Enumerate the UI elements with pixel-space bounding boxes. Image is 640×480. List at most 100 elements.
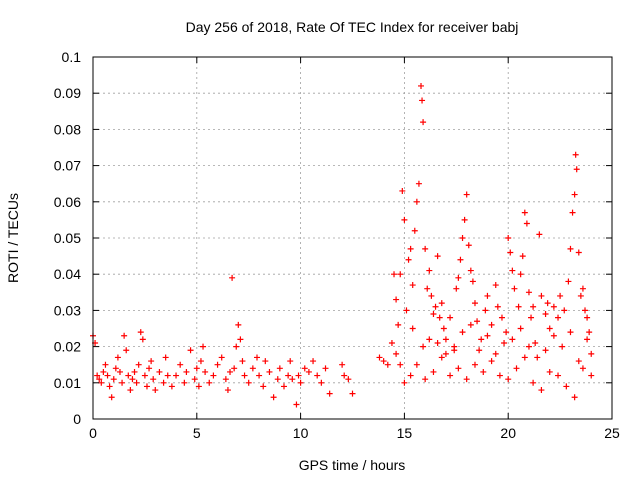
data-point	[108, 394, 115, 401]
y-tick-label: 0.03	[54, 302, 81, 318]
data-point	[517, 325, 524, 332]
data-point	[318, 379, 325, 386]
chart-title: Day 256 of 2018, Rate Of TEC Index for r…	[186, 19, 519, 35]
data-point	[339, 361, 346, 368]
axis-ticks	[92, 56, 613, 420]
data-point	[455, 365, 462, 372]
data-point	[401, 379, 408, 386]
data-point	[501, 339, 508, 346]
data-point	[465, 242, 472, 249]
data-point	[550, 303, 557, 310]
data-point	[530, 379, 537, 386]
data-point	[415, 180, 422, 187]
data-point	[428, 292, 435, 299]
data-point	[542, 311, 549, 318]
data-point	[513, 365, 520, 372]
data-point	[559, 343, 566, 350]
data-point	[391, 271, 398, 278]
data-point	[187, 347, 194, 354]
data-point	[162, 354, 169, 361]
data-point	[100, 368, 107, 375]
data-point	[260, 383, 267, 390]
data-point	[573, 166, 580, 173]
data-point	[227, 368, 234, 375]
data-point	[276, 365, 283, 372]
x-tick-label: 20	[500, 425, 516, 441]
data-point	[191, 376, 198, 383]
data-point	[422, 376, 429, 383]
data-point	[224, 387, 231, 394]
data-point	[239, 358, 246, 365]
data-point	[295, 372, 302, 379]
data-point	[287, 358, 294, 365]
data-point	[584, 336, 591, 343]
data-point	[125, 372, 132, 379]
data-point	[349, 390, 356, 397]
data-point	[469, 278, 476, 285]
data-point	[200, 343, 207, 350]
data-point	[395, 321, 402, 328]
data-point	[139, 336, 146, 343]
data-point	[401, 216, 408, 223]
y-tick-label: 0.08	[54, 121, 81, 137]
data-point	[106, 383, 113, 390]
data-point	[492, 282, 499, 289]
x-tick-label: 15	[397, 425, 413, 441]
data-point	[457, 256, 464, 263]
data-point	[436, 314, 443, 321]
data-point	[345, 376, 352, 383]
data-point	[579, 285, 586, 292]
data-point	[407, 372, 414, 379]
y-tick-label: 0.04	[54, 266, 81, 282]
data-point	[575, 249, 582, 256]
x-tick-label: 5	[193, 425, 201, 441]
data-point	[150, 376, 157, 383]
data-point	[229, 274, 236, 281]
data-point	[160, 379, 167, 386]
data-point	[424, 285, 431, 292]
data-point	[407, 245, 414, 252]
data-point	[572, 151, 579, 158]
data-point	[129, 376, 136, 383]
data-point	[426, 267, 433, 274]
data-point	[195, 383, 202, 390]
y-tick-label: 0.02	[54, 339, 81, 355]
data-point	[214, 361, 221, 368]
data-point	[474, 318, 481, 325]
data-point	[561, 307, 568, 314]
data-point	[341, 372, 348, 379]
data-point	[388, 339, 395, 346]
data-point	[409, 282, 416, 289]
data-point	[575, 358, 582, 365]
data-point	[542, 347, 549, 354]
data-point	[177, 361, 184, 368]
data-point	[588, 350, 595, 357]
data-point	[557, 292, 564, 299]
data-point	[110, 376, 117, 383]
data-point	[455, 274, 462, 281]
data-point	[538, 387, 545, 394]
data-point	[420, 343, 427, 350]
data-point	[96, 376, 103, 383]
data-point	[484, 292, 491, 299]
data-point	[314, 372, 321, 379]
grid-lines	[93, 57, 612, 419]
data-point	[563, 383, 570, 390]
data-point	[530, 303, 537, 310]
data-point	[536, 231, 543, 238]
data-point	[262, 358, 269, 365]
data-point	[550, 332, 557, 339]
data-point	[116, 368, 123, 375]
data-point	[588, 372, 595, 379]
data-point	[289, 376, 296, 383]
data-point	[399, 187, 406, 194]
data-point	[297, 379, 304, 386]
data-point	[505, 235, 512, 241]
data-point	[484, 332, 491, 339]
data-point	[509, 336, 516, 343]
data-point	[413, 361, 420, 368]
data-point	[380, 358, 387, 365]
data-point	[482, 307, 489, 314]
data-point	[525, 343, 532, 350]
data-point	[413, 198, 420, 205]
